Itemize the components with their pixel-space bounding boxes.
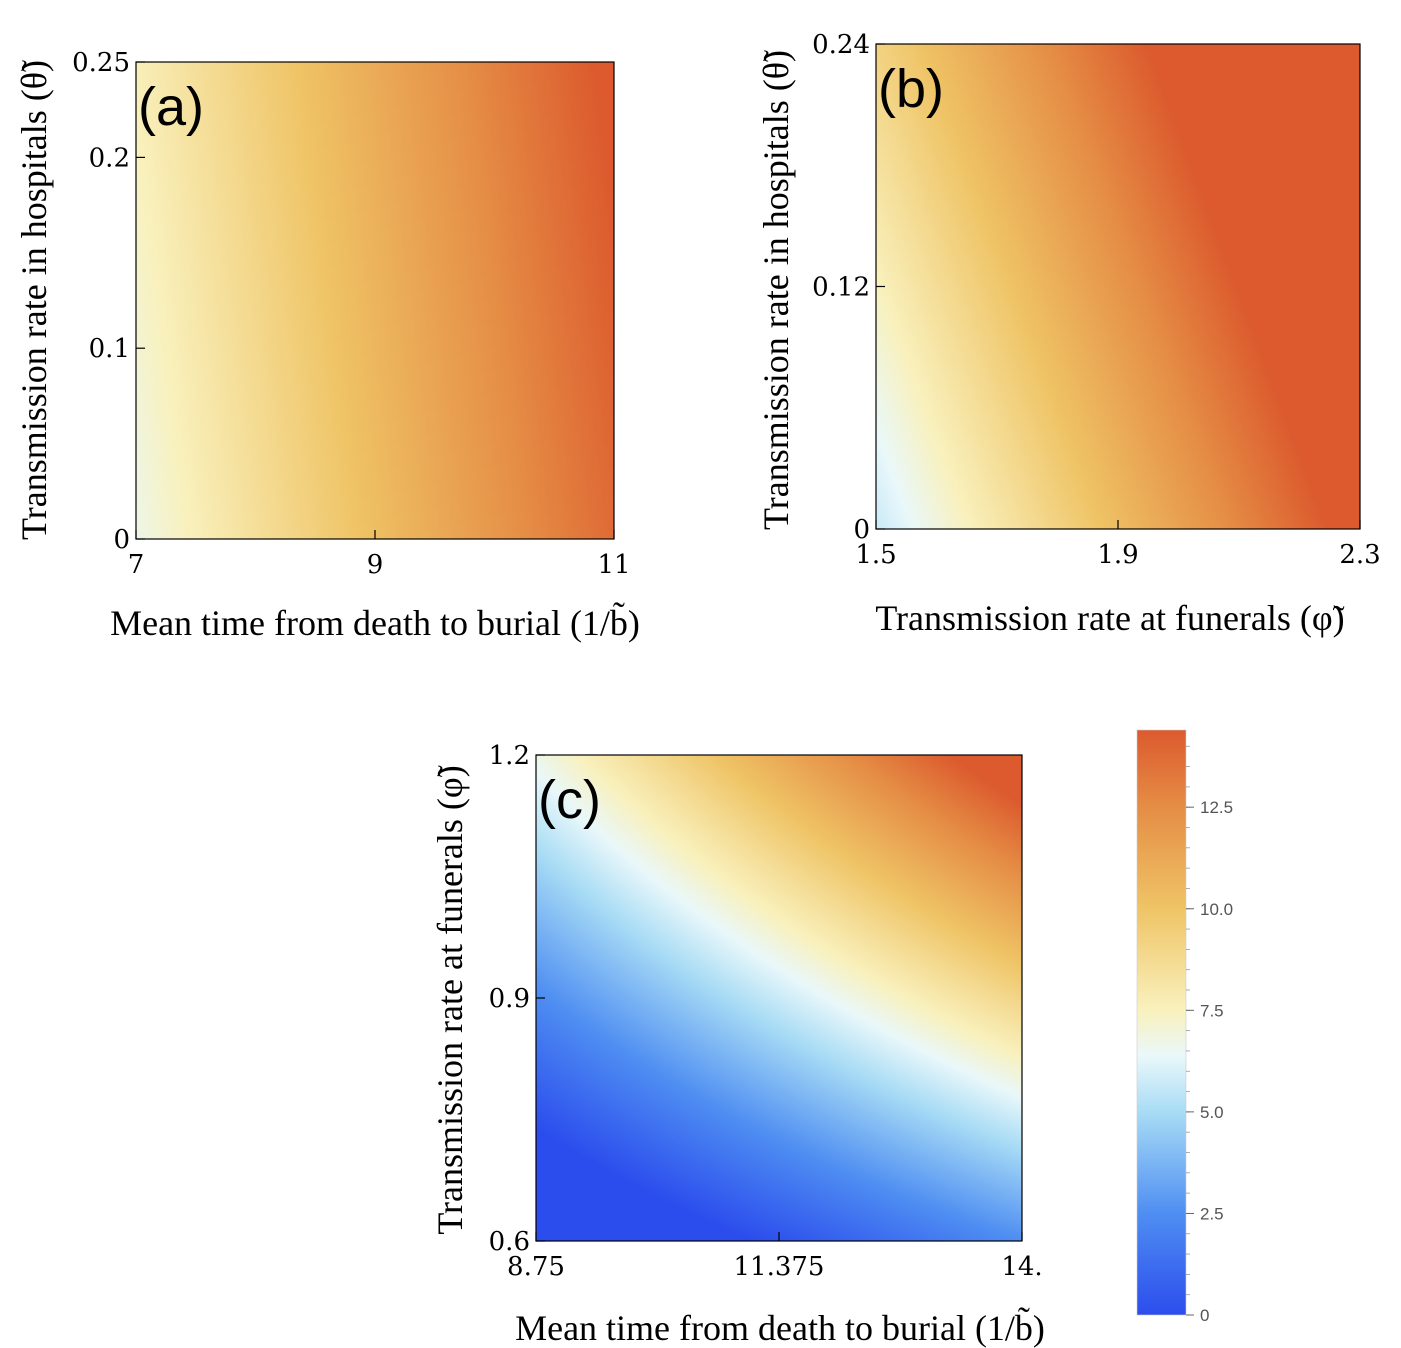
x-tick-label: 1.5 [855, 540, 896, 570]
y-axis-label-b: Transmission rate in hospitals (θ̃) [756, 50, 796, 530]
heatmap-c [536, 755, 1022, 1241]
heatmap-b [876, 44, 1360, 529]
panel-b: 1.5 1.9 2.3 0 0.12 0.24 (b) Transmission rate… [756, 30, 1381, 638]
colorbar: 0 2.5 5.0 7.5 10.0 12.5 [1136, 729, 1233, 1325]
colorbar-tick-label: 0 [1200, 1306, 1209, 1325]
y-tick-label: 0.25 [72, 48, 130, 78]
x-tick-label: 11 [597, 550, 630, 580]
x-axis-label-b: Transmission rate at funerals (φ̃) [875, 598, 1344, 638]
colorbar-ticks: 0 2.5 5.0 7.5 10.0 12.5 [1186, 745, 1233, 1325]
colorbar-gradient [1136, 729, 1187, 1316]
panel-c: 8.75 11.375 14. 0.6 0.9 1.2 (c) Mean time fro… [430, 741, 1045, 1348]
y-tick-label: 1.2 [489, 741, 530, 771]
panel-label-b: (b) [878, 59, 944, 119]
ticks-b: 1.5 1.9 2.3 0 0.12 0.24 [812, 30, 1381, 570]
colorbar-tick-label: 12.5 [1200, 798, 1233, 817]
y-tick-label: 0.2 [89, 143, 130, 173]
x-tick-label: 11.375 [734, 1252, 825, 1282]
y-tick-label: 0 [853, 515, 870, 545]
y-tick-label: 0.9 [489, 984, 530, 1014]
panel-label-a: (a) [138, 77, 204, 137]
ticks-c: 8.75 11.375 14. 0.6 0.9 1.2 [489, 741, 1043, 1282]
x-tick-label: 8.75 [507, 1252, 565, 1282]
y-axis-label-a: Transmission rate in hospitals (θ̃) [14, 60, 54, 540]
ticks-a: 7 9 11 0 0.1 0.2 0.25 [72, 48, 630, 580]
y-tick-label: 0.12 [812, 273, 870, 303]
colorbar-tick-label: 2.5 [1200, 1204, 1224, 1223]
y-tick-label: 0.6 [489, 1227, 530, 1257]
x-tick-label: 2.3 [1339, 540, 1380, 570]
x-tick-label: 1.9 [1097, 540, 1138, 570]
x-tick-label: 14. [1001, 1252, 1042, 1282]
y-tick-label: 0.1 [89, 334, 130, 364]
colorbar-tick-label: 10.0 [1200, 900, 1233, 919]
colorbar-tick-label: 7.5 [1200, 1001, 1224, 1020]
x-axis-label-c: Mean time from death to burial (1/b̃) [515, 1307, 1045, 1348]
panel-a: 7 9 11 0 0.1 0.2 0.25 (a) Mean time from death… [14, 48, 640, 643]
y-tick-label: 0 [113, 525, 130, 555]
heatmap-a [136, 62, 614, 539]
colorbar-tick-label: 5.0 [1200, 1103, 1224, 1122]
x-tick-label: 9 [367, 550, 384, 580]
panel-label-c: (c) [538, 770, 601, 830]
x-axis-label-a: Mean time from death to burial (1/b̃) [110, 602, 640, 643]
x-tick-label: 7 [128, 550, 145, 580]
y-tick-label: 0.24 [812, 30, 870, 60]
y-axis-label-c: Transmission rate at funerals (φ̃) [430, 765, 470, 1234]
